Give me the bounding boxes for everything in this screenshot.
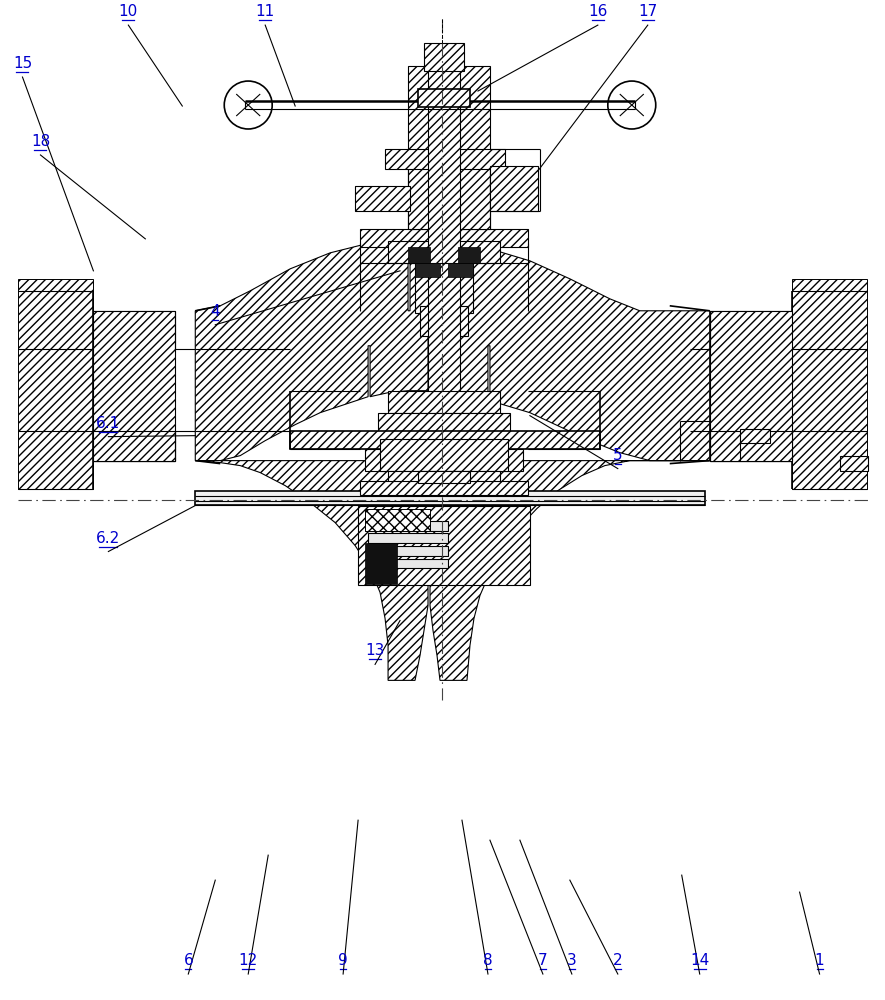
Text: 18: 18 (31, 134, 50, 149)
Text: 6.1: 6.1 (96, 416, 120, 431)
Text: 1: 1 (815, 953, 825, 968)
Polygon shape (360, 481, 528, 495)
Polygon shape (358, 506, 530, 585)
Text: 4: 4 (211, 304, 220, 319)
Bar (415, 263, 440, 277)
Polygon shape (388, 471, 500, 491)
Polygon shape (368, 546, 448, 556)
Polygon shape (463, 449, 523, 471)
Bar (448, 263, 473, 277)
Polygon shape (360, 229, 528, 247)
Polygon shape (415, 263, 473, 313)
Polygon shape (368, 521, 448, 531)
Polygon shape (710, 311, 791, 461)
Polygon shape (368, 533, 448, 543)
Text: 9: 9 (338, 953, 348, 968)
Text: 10: 10 (119, 4, 138, 19)
Text: 16: 16 (589, 4, 607, 19)
Polygon shape (19, 279, 94, 489)
Text: 6.2: 6.2 (96, 531, 120, 546)
Bar (458, 247, 480, 263)
Polygon shape (378, 413, 510, 431)
Polygon shape (290, 431, 600, 449)
Polygon shape (196, 461, 710, 680)
Polygon shape (418, 89, 470, 107)
Bar (408, 247, 430, 263)
Polygon shape (370, 511, 395, 526)
Polygon shape (490, 166, 538, 211)
Polygon shape (368, 559, 448, 568)
Text: 6: 6 (183, 953, 193, 968)
Polygon shape (388, 391, 500, 413)
Polygon shape (196, 239, 710, 461)
Bar (366, 543, 397, 584)
Text: 5: 5 (613, 448, 623, 463)
Text: 2: 2 (613, 953, 623, 968)
Text: 8: 8 (483, 953, 493, 968)
Polygon shape (196, 491, 704, 505)
Text: 7: 7 (538, 953, 548, 968)
Polygon shape (366, 509, 430, 531)
Polygon shape (420, 306, 468, 336)
Text: 3: 3 (567, 953, 577, 968)
Text: 11: 11 (256, 4, 275, 19)
Text: 12: 12 (239, 953, 258, 968)
Polygon shape (710, 431, 791, 461)
Polygon shape (424, 43, 464, 71)
Polygon shape (380, 439, 508, 471)
Polygon shape (791, 279, 866, 489)
Polygon shape (408, 66, 490, 229)
Polygon shape (428, 66, 460, 436)
Polygon shape (740, 429, 770, 443)
Polygon shape (94, 431, 175, 461)
Text: 14: 14 (690, 953, 710, 968)
Text: 13: 13 (366, 643, 385, 658)
Polygon shape (355, 186, 410, 211)
Polygon shape (840, 456, 867, 471)
Polygon shape (418, 471, 470, 483)
Text: 17: 17 (638, 4, 658, 19)
Polygon shape (385, 149, 505, 169)
Polygon shape (366, 449, 425, 471)
Text: 15: 15 (13, 56, 32, 71)
Polygon shape (94, 311, 175, 461)
Polygon shape (388, 241, 500, 263)
